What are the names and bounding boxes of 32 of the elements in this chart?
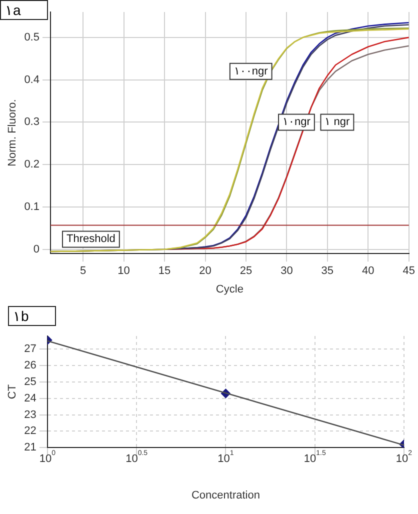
x-tick-label: 20 (199, 265, 212, 278)
annotation: ۱ ngr (324, 116, 350, 128)
x-axis-title: Cycle (216, 283, 244, 296)
x-tick-label: 35 (321, 265, 334, 278)
annotation: ۱۰۰ngr (234, 65, 268, 78)
y-tick-label: 0.4 (24, 74, 40, 86)
annotation: ۱۰ngr (282, 116, 311, 128)
x-tick-label: 15 (158, 265, 171, 278)
y-tick-label: 0.1 (24, 201, 40, 214)
y-tick-label: 26 (24, 360, 36, 372)
x-tick-label: 30 (280, 265, 293, 278)
y-axis-title: CT (6, 384, 19, 400)
y-tick-label: 23 (24, 408, 36, 421)
x-axis-title: Concentration (191, 489, 260, 502)
y-tick-label: 0.2 (24, 158, 40, 171)
y-tick-label: 21 (24, 442, 36, 454)
y-tick-label: 24 (24, 392, 36, 404)
y-tick-label: 0 (33, 243, 40, 256)
x-tick-label: 45 (402, 265, 416, 278)
y-tick-label: 0.5 (24, 31, 40, 44)
y-tick-label: 0.3 (24, 116, 40, 128)
y-tick-label: 25 (24, 376, 36, 388)
y-axis-title: Norm. Fluoro. (6, 99, 19, 166)
chart-title: ۱a (0, 0, 48, 20)
chart-title: ۱b (8, 306, 56, 326)
x-tick-label: 10 (118, 265, 130, 278)
x-tick-label: 5 (80, 265, 86, 278)
ref-line-label: Threshold (66, 233, 116, 246)
y-tick-label: 22 (24, 425, 36, 438)
x-tick-label: 40 (362, 265, 374, 278)
y-tick-label: 27 (24, 343, 36, 356)
x-tick-label: 25 (240, 265, 252, 278)
